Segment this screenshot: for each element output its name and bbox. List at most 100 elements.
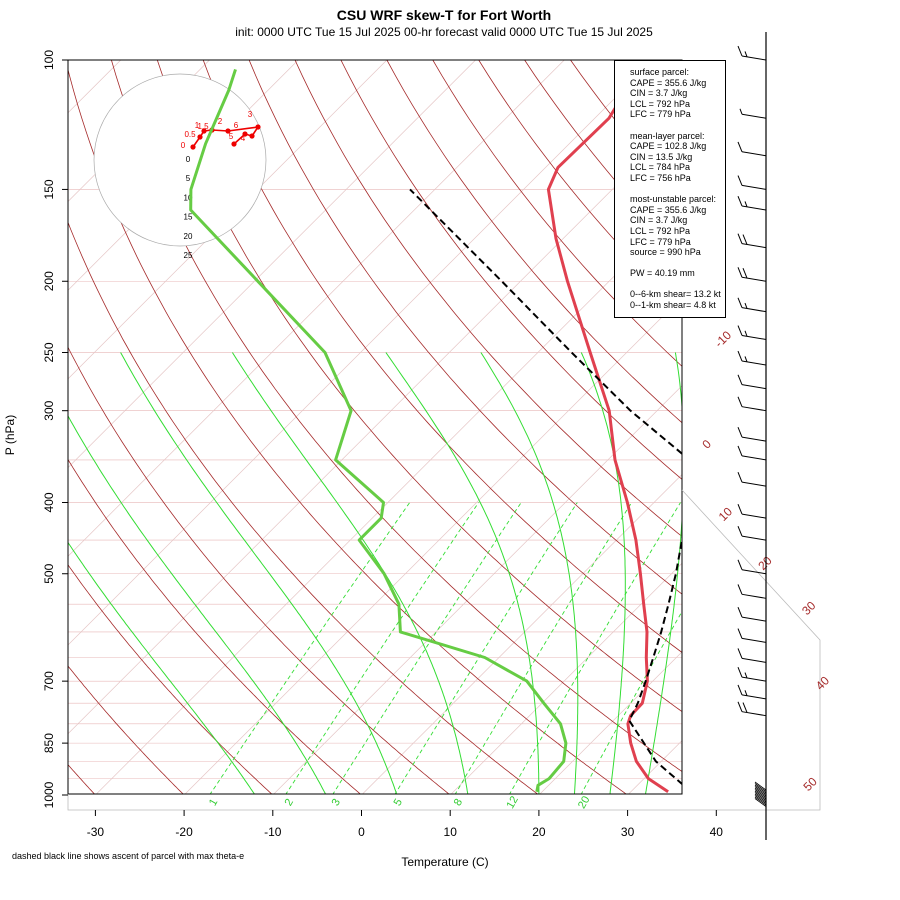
pressure-tick-label: 200 (42, 271, 56, 291)
pressure-tick-label: 150 (42, 179, 56, 199)
hodograph-point (190, 144, 196, 150)
mixing-ratio-line (332, 502, 522, 794)
moist-adiabat (120, 352, 398, 794)
temperature-tick-label: 10 (444, 825, 458, 839)
mixing-ratio-label: 8 (452, 797, 465, 808)
wind-barb (741, 513, 767, 519)
wind-barb-feather (737, 504, 743, 515)
wind-barb-feather (742, 267, 748, 279)
surface-lfc: LFC = 779 hPa (630, 109, 691, 120)
wind-barb-feather (737, 45, 743, 57)
mixing-ratio-label: 1 (207, 797, 220, 808)
mean-layer-header: mean-layer parcel: (630, 130, 705, 141)
temperature-tick-label: 40 (710, 825, 724, 839)
pressure-tick-label: 1000 (42, 781, 56, 808)
wind-barb (741, 637, 767, 643)
wind-barb (741, 384, 767, 390)
dewpoint-line (189, 68, 568, 793)
surface-barb (754, 792, 767, 801)
surface-cin: CIN = 3.7 J/kg (630, 88, 688, 99)
hodograph-point-label: 1 (195, 121, 200, 130)
dry-adiabat (68, 665, 184, 794)
hodograph-ring-label: 10 (184, 193, 193, 202)
hodograph-point (201, 128, 207, 134)
wind-barb-half (744, 201, 748, 208)
pressure-tick-label: 700 (42, 671, 56, 691)
pressure-tick-label: 300 (42, 400, 56, 420)
moist-adiabat (385, 352, 540, 794)
temperature-tick-label: -20 (175, 825, 193, 839)
hodograph-point-label: 4 (241, 134, 246, 143)
wind-barb-feather (737, 427, 743, 438)
wind-barb (741, 481, 767, 487)
wind-barb (741, 694, 767, 700)
hodograph-point-label: 0.5 (184, 130, 196, 139)
temperature-tick-label: -10 (264, 825, 282, 839)
hodograph-point (197, 134, 203, 140)
surface-barb (754, 783, 767, 792)
parcel-info-box: surface parcel: CAPE = 355.6 J/kg CIN = … (614, 60, 726, 318)
mixing-ratio-line (209, 502, 411, 794)
wind-barb (741, 243, 767, 249)
dry-adiabat (386, 60, 682, 424)
surface-barb (754, 796, 767, 806)
isotherm-label: 50 (800, 774, 820, 794)
temperature-tick-label: 30 (621, 825, 635, 839)
hodograph-point-label: 2 (218, 117, 223, 126)
isotherm-line (68, 60, 654, 646)
dry-adiabat (432, 60, 682, 367)
wind-barb-feather (737, 325, 743, 336)
wind-barb (741, 307, 767, 313)
y-axis-label: P (hPa) (3, 414, 17, 456)
mixing-ratio-label: 12 (504, 794, 521, 811)
mu-cape: CAPE = 355.6 J/kg (630, 204, 707, 215)
dry-adiabat (340, 60, 682, 480)
wind-barb (741, 334, 767, 340)
mu-source: source = 990 hPa (630, 247, 701, 258)
background-grid (68, 44, 900, 811)
moist-adiabat (68, 541, 256, 794)
chart-title: CSU WRF skew-T for Fort Worth (336, 7, 552, 23)
moist-adiabat (68, 414, 327, 794)
wind-barb-feather (737, 472, 743, 483)
surface-parcel-header: surface parcel: (630, 67, 690, 77)
isotherm-label: 10 (716, 504, 736, 524)
chart-subtitle: init: 0000 UTC Tue 15 Jul 2025 00-hr for… (235, 25, 653, 39)
isotherm-line (362, 474, 682, 794)
hodograph-point (225, 128, 231, 134)
wind-barb-feather (737, 374, 743, 385)
isotherm-label: 30 (799, 598, 819, 618)
hodograph-point (255, 124, 261, 130)
wind-barb-feather (737, 297, 743, 308)
wind-barb-feather (737, 628, 743, 639)
wind-barb-feather (742, 702, 748, 713)
surface-barb (754, 793, 767, 803)
wind-barb (741, 276, 767, 282)
dry-adiabat (786, 44, 900, 811)
mixing-ratio-line (454, 502, 632, 794)
wind-barb-feather (737, 684, 743, 696)
precipitable-water: PW = 40.19 mm (630, 268, 695, 279)
frame-extension (67, 489, 821, 811)
hodograph-point (242, 131, 248, 137)
hodograph-point (249, 133, 255, 139)
wind-barb (741, 151, 767, 157)
dry-adiabat (68, 221, 539, 794)
mixing-ratio-line (509, 502, 681, 794)
wind-barb-half (744, 51, 748, 57)
hodograph-ring-label: 0 (186, 155, 191, 164)
dry-adiabat (294, 60, 682, 538)
wind-barb-feather (737, 559, 743, 570)
hodograph-point-label: 6 (234, 121, 239, 130)
wind-barb (741, 676, 767, 682)
wind-barb-feather (737, 175, 743, 186)
hodograph-ring-label: 15 (184, 213, 193, 222)
mean-cape: CAPE = 102.8 J/kg (630, 141, 707, 152)
temperature-line (546, 68, 669, 794)
profile-lines (189, 68, 682, 794)
hodograph-ring-label: 5 (186, 174, 191, 183)
isotherm-line (184, 296, 682, 794)
surface-barb (754, 786, 767, 795)
